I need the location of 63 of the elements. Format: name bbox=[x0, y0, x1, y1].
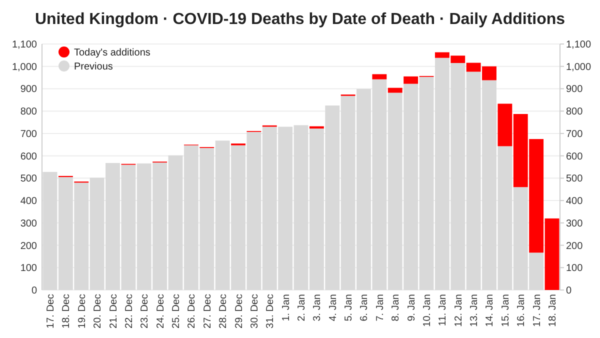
x-tick-label: 22. Dec bbox=[124, 294, 135, 328]
x-tick-label: 18. Jan bbox=[548, 294, 558, 327]
x-tick-label: 11. Jan bbox=[438, 294, 449, 326]
x-tick-label: 24. Dec bbox=[155, 294, 166, 328]
x-tick-label: 3. Jan bbox=[312, 294, 324, 322]
y-tick-label: 500 bbox=[20, 174, 38, 185]
x-tick-label: 26. Dec bbox=[186, 294, 198, 328]
y-tick-label: 200 bbox=[20, 240, 38, 252]
x-tick-label: 31. Dec bbox=[265, 294, 276, 328]
x-tick-label: 19. Dec bbox=[76, 294, 88, 328]
x-tick-label: 10. Jan bbox=[422, 294, 433, 327]
x-tick-label: 12. Jan bbox=[453, 294, 464, 327]
x-tick-label: 4. Jan bbox=[328, 294, 339, 322]
x-tick-label: 2. Jan bbox=[296, 294, 308, 322]
y-tick-label: 600 bbox=[20, 151, 38, 162]
y-tick-label: 0 bbox=[31, 286, 38, 296]
x-tick-label: 16. Jan bbox=[516, 294, 528, 327]
x-tick-label: 27. Dec bbox=[202, 294, 214, 328]
legend-label: Previous bbox=[74, 62, 113, 72]
y-tick-label: 100 bbox=[20, 263, 38, 274]
y2-tick-label: 300 bbox=[566, 218, 584, 230]
x-tick-label: 8. Jan bbox=[390, 294, 402, 322]
y2-tick-label: 1,100 bbox=[566, 40, 592, 50]
y2-tick-label: 1,000 bbox=[566, 62, 592, 73]
bar bbox=[388, 88, 402, 93]
y-tick-label: 900 bbox=[20, 84, 38, 96]
y2-tick-label: 400 bbox=[566, 196, 584, 208]
y2-tick-label: 600 bbox=[566, 151, 584, 162]
x-tick-label: 28. Dec bbox=[218, 294, 230, 328]
y-tick-label: 1,000 bbox=[12, 62, 38, 73]
y2-tick-label: 700 bbox=[566, 128, 584, 140]
x-tick-label: 17. Dec bbox=[46, 294, 56, 328]
y-tick-label: 700 bbox=[20, 128, 38, 140]
x-tick-label: 17. Jan bbox=[532, 294, 543, 327]
y2-tick-label: 500 bbox=[566, 174, 584, 185]
x-tick-label: 1. Jan bbox=[280, 294, 292, 322]
x-tick-label: 15. Jan bbox=[500, 294, 512, 327]
chart-title: United Kingdom · COVID-19 Deaths by Date of Death · Daily Additions bbox=[34, 11, 566, 28]
x-tick-label: 5. Jan bbox=[344, 294, 355, 322]
x-tick-label: 18. Dec bbox=[61, 294, 72, 328]
x-tick-label: 30. Dec bbox=[249, 294, 260, 328]
x-tick-label: 25. Dec bbox=[171, 294, 182, 328]
y-tick-label: 300 bbox=[20, 218, 38, 230]
x-tick-label: 29. Dec bbox=[234, 294, 245, 328]
x-tick-label: 14. Jan bbox=[484, 294, 496, 327]
x-tick-label: 13. Jan bbox=[469, 294, 480, 327]
y-tick-label: 400 bbox=[20, 196, 38, 208]
x-tick-label: 6. Jan bbox=[359, 294, 370, 322]
legend-label: Today's additions bbox=[74, 48, 150, 58]
y2-tick-label: 200 bbox=[566, 240, 584, 252]
x-tick-label: 20. Dec bbox=[92, 294, 104, 328]
y2-tick-label: 800 bbox=[566, 106, 584, 118]
bar bbox=[372, 74, 387, 80]
x-tick-label: 21. Dec bbox=[108, 294, 120, 328]
x-tick-label: 23. Dec bbox=[140, 294, 151, 328]
y-tick-label: 1,100 bbox=[12, 40, 38, 50]
y2-tick-label: 0 bbox=[566, 286, 572, 296]
bar bbox=[309, 126, 324, 129]
x-tick-label: 7. Jan bbox=[374, 294, 386, 322]
y2-tick-label: 900 bbox=[566, 84, 584, 96]
y-tick-label: 800 bbox=[20, 106, 38, 118]
x-tick-label: 9. Jan bbox=[406, 294, 418, 322]
y2-tick-label: 100 bbox=[566, 263, 584, 274]
